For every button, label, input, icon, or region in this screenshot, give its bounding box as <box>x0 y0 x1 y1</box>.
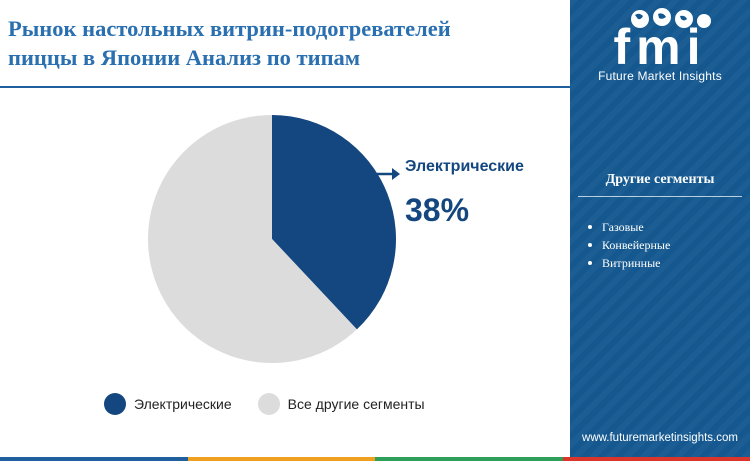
logo-tagline: Future Market Insights <box>598 69 722 83</box>
globe-continents <box>635 13 687 21</box>
title-line-1: Рынок настольных витрин-подогревателей <box>8 16 451 41</box>
bottom-bar-segment-red <box>562 457 750 461</box>
segment-item-gas: Газовые <box>584 218 670 236</box>
page-title: Рынок настольных витрин-подогревателей п… <box>8 14 568 72</box>
legend-item-electric: Электрические <box>104 393 232 415</box>
bottom-bar-segment-orange <box>187 457 375 461</box>
other-segments-heading: Другие сегменты <box>605 172 715 187</box>
callout-arrow <box>376 168 400 180</box>
pie-slice-electric <box>272 115 396 330</box>
callout-value: 38% <box>405 192 470 228</box>
legend-label-other: Все другие сегменты <box>287 396 425 412</box>
pie-slices <box>147 114 396 363</box>
sidebar-background-pattern <box>570 0 750 461</box>
fmi-logo: fmi <box>614 8 711 66</box>
website-link[interactable]: www.futuremarketinsights.com <box>582 432 738 444</box>
title-line-2: пиццы в Японии Анализ по типам <box>8 45 361 70</box>
pie-slice-other <box>147 114 357 363</box>
segment-item-conveyor: Конвейерные <box>584 236 670 254</box>
bottom-bar-segment-blue <box>0 457 188 461</box>
legend-label-electric: Электрические <box>134 396 232 412</box>
legend-swatch-other <box>257 393 280 415</box>
segment-item-showcase: Витринные <box>584 254 670 272</box>
title-divider <box>0 86 570 88</box>
bottom-bar-segment-green <box>375 457 563 461</box>
legend-swatch-electric <box>104 393 126 415</box>
legend-item-other: Все другие сегменты <box>257 393 425 415</box>
sidebar-divider <box>578 196 742 197</box>
logo-text: fmi <box>614 19 707 66</box>
sidebar: fmi Future Market Insights Другие сегмен… <box>570 0 750 461</box>
other-segments-list: Газовые Конвейерные Витринные <box>584 218 670 272</box>
pie-chart <box>147 114 400 363</box>
chart-legend: Электрические Все другие сегменты <box>104 393 451 415</box>
callout-label: Электрические <box>405 158 524 175</box>
bottom-color-bar <box>0 457 750 461</box>
